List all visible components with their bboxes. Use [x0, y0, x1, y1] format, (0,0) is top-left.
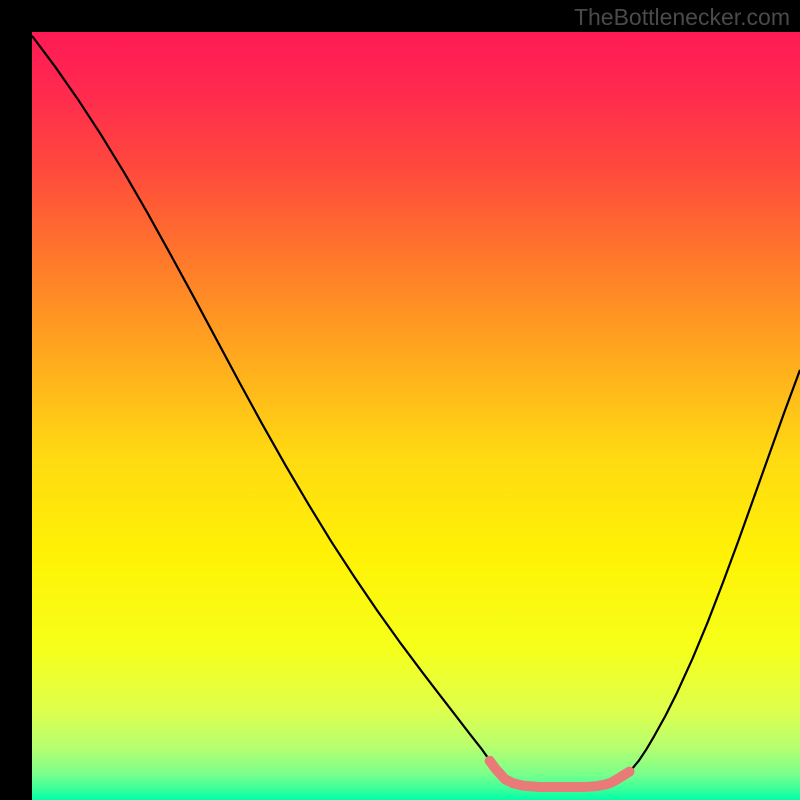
optimal-range-marker — [494, 768, 503, 777]
plot-area — [32, 32, 800, 800]
chart-frame: TheBottlenecker.com — [0, 0, 800, 800]
optimal-range-marker — [485, 756, 495, 766]
source-watermark: TheBottlenecker.com — [574, 4, 790, 31]
gradient-background — [32, 32, 800, 800]
bottleneck-chart-svg — [32, 32, 800, 800]
